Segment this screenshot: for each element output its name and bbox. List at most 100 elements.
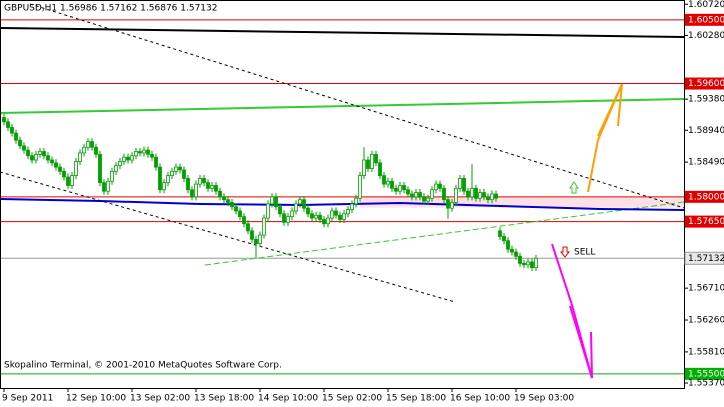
candle-body bbox=[426, 197, 430, 202]
y-tick-label: 1.56710 bbox=[688, 284, 724, 294]
candle-body bbox=[170, 170, 174, 176]
candle-body bbox=[422, 196, 426, 202]
candle-body bbox=[402, 185, 406, 191]
level-label: 1.60500 bbox=[688, 15, 724, 25]
candle-body bbox=[518, 255, 522, 264]
candle-body bbox=[318, 214, 322, 220]
candle-body bbox=[322, 219, 326, 225]
candle-body bbox=[274, 196, 278, 208]
candle-body bbox=[270, 196, 274, 205]
candle-body bbox=[6, 121, 10, 128]
candle-body bbox=[74, 161, 78, 176]
level-label: 1.58000 bbox=[688, 192, 724, 202]
candle-body bbox=[254, 238, 258, 244]
candle-body bbox=[182, 169, 186, 179]
level-label-bg bbox=[685, 77, 724, 90]
candle-body bbox=[466, 190, 470, 198]
candle-body bbox=[106, 180, 110, 192]
y-tick-label: 1.60720 bbox=[688, 0, 724, 10]
candle-body bbox=[46, 155, 50, 161]
candle-body bbox=[346, 209, 350, 215]
x-tick-label: 12 Sep 10:00 bbox=[66, 394, 126, 404]
candle-body bbox=[138, 151, 142, 154]
candle-body bbox=[70, 175, 74, 186]
candle-body bbox=[482, 192, 486, 198]
green-channel-line bbox=[0, 98, 685, 114]
candle-body bbox=[282, 213, 286, 223]
candle-body bbox=[510, 248, 514, 253]
candle-body bbox=[506, 240, 510, 250]
candle-body bbox=[458, 178, 462, 189]
candle-body bbox=[202, 178, 206, 184]
candle-body bbox=[278, 206, 282, 215]
candle-body bbox=[238, 210, 242, 218]
y-tick-label: 1.60280 bbox=[688, 31, 724, 41]
candle-body bbox=[486, 196, 490, 201]
y-tick-label: 1.58940 bbox=[688, 126, 724, 136]
candle-body bbox=[514, 251, 518, 257]
chart-title: GBPUSD,H1 1.56986 1.57162 1.56876 1.5713… bbox=[4, 4, 217, 14]
up-arrow-head bbox=[597, 83, 623, 137]
candle-body bbox=[166, 175, 170, 184]
candle-body bbox=[190, 189, 194, 198]
candle-body bbox=[146, 149, 150, 155]
candle-body bbox=[306, 207, 310, 215]
candle-body bbox=[462, 178, 466, 192]
black-trend-line bbox=[0, 27, 685, 38]
candle-body bbox=[298, 199, 302, 205]
x-tick-label: 16 Sep 10:00 bbox=[450, 394, 510, 404]
candle-body bbox=[218, 190, 222, 198]
moving-average bbox=[0, 198, 685, 211]
candle-body bbox=[342, 213, 346, 220]
x-tick-label: 15 Sep 18:00 bbox=[386, 394, 446, 404]
candle-body bbox=[258, 234, 262, 244]
x-tick-label: 14 Sep 10:00 bbox=[258, 394, 318, 404]
candle-body bbox=[378, 162, 382, 176]
candle-body bbox=[98, 153, 102, 184]
candle-body bbox=[530, 261, 534, 269]
candle-body bbox=[442, 187, 446, 201]
candle-body bbox=[50, 159, 54, 164]
candle-body bbox=[90, 141, 94, 148]
y-tick-label: 1.56260 bbox=[688, 316, 724, 326]
sell-signal-icon bbox=[559, 246, 571, 258]
x-tick-label: 15 Sep 02:00 bbox=[322, 394, 382, 404]
candle-body bbox=[214, 185, 218, 192]
candle-body bbox=[126, 156, 130, 161]
candle-body bbox=[262, 217, 266, 236]
candle-body bbox=[206, 182, 210, 189]
candle-body bbox=[62, 170, 66, 178]
candle-body bbox=[338, 214, 342, 220]
candle-body bbox=[54, 162, 58, 168]
buy-signal-icon bbox=[569, 181, 579, 194]
footer: Skopalino Terminal, © 2001-2010 MetaQuot… bbox=[4, 361, 282, 371]
candle-body bbox=[382, 175, 386, 185]
candle-body bbox=[134, 151, 138, 157]
candle-body bbox=[86, 141, 90, 148]
y-tick-label: 1.58490 bbox=[688, 158, 724, 168]
candle-body bbox=[386, 180, 390, 185]
candle-body bbox=[266, 203, 270, 219]
candle-body bbox=[246, 223, 250, 232]
candle-body bbox=[94, 146, 98, 155]
candle-body bbox=[502, 236, 506, 242]
candle-body bbox=[226, 199, 230, 203]
candle-body bbox=[18, 139, 22, 147]
candle-body bbox=[394, 187, 398, 192]
candle-body bbox=[454, 187, 458, 203]
candle-body bbox=[350, 203, 354, 210]
candle-body bbox=[410, 193, 414, 198]
candle-body bbox=[286, 216, 290, 223]
candle-body bbox=[210, 185, 214, 189]
candle-body bbox=[162, 182, 166, 191]
candle-body bbox=[290, 210, 294, 218]
plot-frame bbox=[0, 0, 685, 389]
candle-body bbox=[334, 210, 338, 216]
candle-body bbox=[26, 149, 30, 157]
dotted-support bbox=[0, 171, 456, 303]
x-tick-label: 13 Sep 02:00 bbox=[130, 394, 190, 404]
candle-body bbox=[438, 183, 442, 189]
candle-body bbox=[186, 178, 190, 191]
candle-body bbox=[374, 153, 378, 164]
